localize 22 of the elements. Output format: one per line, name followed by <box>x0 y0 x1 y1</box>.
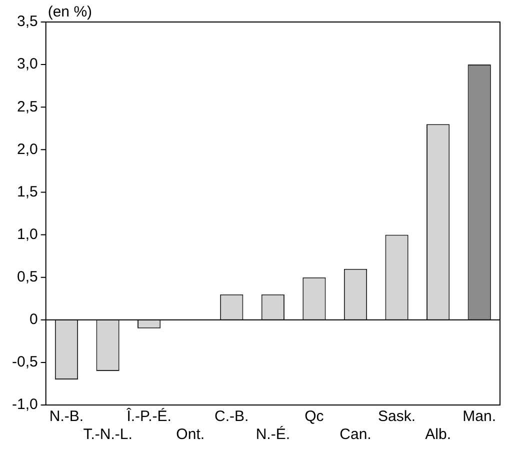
y-tick-label: 0,5 <box>16 268 38 286</box>
y-tick-label: 1,0 <box>16 226 38 243</box>
y-tick-label: -1,0 <box>12 396 38 414</box>
y-tick-label: 1,5 <box>16 183 38 200</box>
x-tick-label: Man. <box>462 408 496 426</box>
x-tick-label: Alb. <box>425 426 451 444</box>
x-tick-label: Sask. <box>378 408 416 426</box>
y-tick-label: 3,5 <box>16 13 38 30</box>
x-tick-label: N.-É. <box>256 425 290 444</box>
y-tick-label: 0 <box>30 311 38 328</box>
x-tick-label: N.-B. <box>49 408 84 426</box>
x-tick-label: C.-B. <box>214 408 249 426</box>
x-tick-label: Ont. <box>176 426 205 444</box>
y-tick-label: -0,5 <box>12 354 38 371</box>
y-axis-title: (en %) <box>48 4 92 21</box>
x-tick-label: T.-N.-L. <box>83 426 132 444</box>
x-tick-label: Qc <box>304 408 324 426</box>
x-tick-label: Can. <box>340 426 372 444</box>
y-tick-label: 2,0 <box>16 140 38 158</box>
y-tick-label: 3,0 <box>16 56 38 73</box>
x-tick-label: Î.-P.-É. <box>126 407 172 426</box>
y-tick-label: 2,5 <box>16 98 38 116</box>
